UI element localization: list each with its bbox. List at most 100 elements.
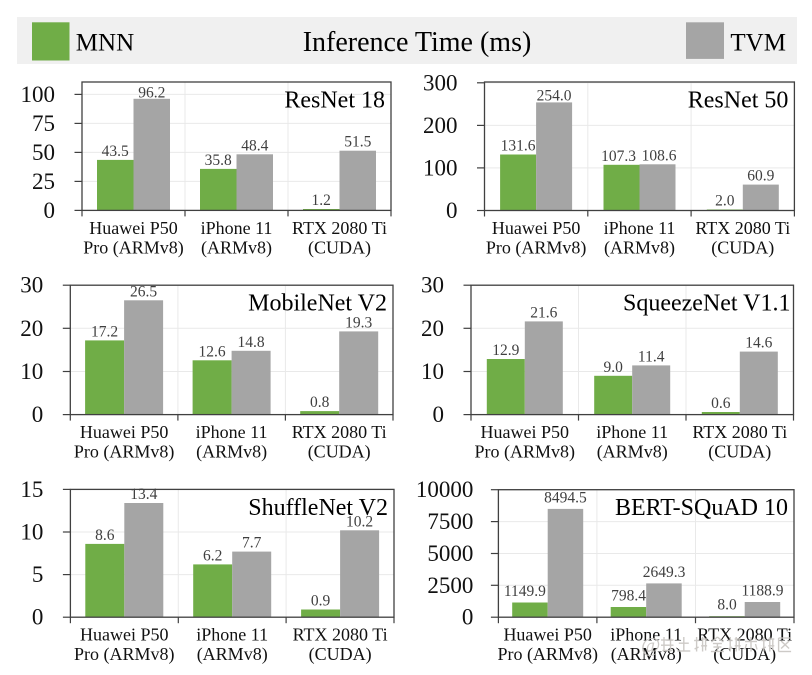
svg-text:ShuffleNet V2: ShuffleNet V2 — [248, 495, 388, 521]
svg-text:iPhone 11: iPhone 11 — [596, 422, 668, 442]
svg-text:798.4: 798.4 — [611, 588, 646, 605]
svg-text:0: 0 — [32, 402, 44, 427]
svg-text:7.7: 7.7 — [242, 535, 262, 552]
svg-text:254.0: 254.0 — [537, 88, 572, 105]
svg-text:Huawei P50: Huawei P50 — [492, 218, 581, 238]
svg-text:25: 25 — [32, 169, 55, 194]
svg-text:0: 0 — [433, 402, 445, 427]
svg-text:Pro (ARMv8): Pro (ARMv8) — [74, 442, 175, 463]
svg-text:(CUDA): (CUDA) — [713, 644, 776, 665]
svg-text:Huawei P50: Huawei P50 — [80, 625, 169, 645]
svg-text:8494.5: 8494.5 — [544, 489, 587, 506]
svg-text:10: 10 — [20, 520, 43, 545]
svg-text:35.8: 35.8 — [205, 152, 232, 169]
svg-text:43.5: 43.5 — [102, 143, 129, 160]
svg-text:8.0: 8.0 — [717, 597, 737, 614]
svg-text:15: 15 — [20, 477, 43, 502]
svg-text:Pro (ARMv8): Pro (ARMv8) — [74, 644, 175, 665]
svg-text:50: 50 — [32, 140, 55, 165]
svg-text:MobileNet V2: MobileNet V2 — [248, 291, 387, 317]
svg-text:11.4: 11.4 — [638, 348, 665, 365]
svg-text:Huawei P50: Huawei P50 — [481, 422, 570, 442]
svg-text:20: 20 — [20, 316, 43, 341]
svg-text:20: 20 — [421, 316, 444, 341]
svg-text:0.8: 0.8 — [310, 394, 330, 411]
svg-text:200: 200 — [423, 113, 458, 138]
svg-text:2500: 2500 — [427, 573, 473, 598]
svg-text:75: 75 — [32, 111, 55, 136]
svg-text:Huawei P50: Huawei P50 — [89, 218, 178, 238]
svg-text:TVM: TVM — [730, 30, 786, 57]
svg-text:12.9: 12.9 — [492, 342, 519, 359]
svg-text:BERT-SQuAD 10: BERT-SQuAD 10 — [615, 495, 788, 521]
svg-text:30: 30 — [421, 273, 444, 298]
svg-text:Pro (ARMv8): Pro (ARMv8) — [497, 644, 598, 665]
svg-text:51.5: 51.5 — [344, 134, 371, 151]
svg-text:14.8: 14.8 — [238, 334, 265, 351]
svg-text:iPhone 11: iPhone 11 — [196, 422, 268, 442]
svg-text:100: 100 — [21, 82, 56, 107]
svg-text:(CUDA): (CUDA) — [708, 442, 771, 463]
svg-text:1.2: 1.2 — [312, 192, 331, 209]
svg-text:7500: 7500 — [427, 509, 473, 534]
svg-text:9.0: 9.0 — [604, 359, 624, 376]
svg-text:0.6: 0.6 — [711, 395, 731, 412]
svg-text:26.5: 26.5 — [130, 283, 157, 300]
svg-text:30: 30 — [20, 273, 43, 298]
svg-text:ResNet 18: ResNet 18 — [284, 87, 385, 113]
svg-text:Huawei P50: Huawei P50 — [80, 422, 169, 442]
svg-text:300: 300 — [423, 70, 458, 95]
svg-text:17.2: 17.2 — [91, 323, 118, 340]
svg-text:Huawei P50: Huawei P50 — [503, 625, 592, 645]
svg-text:108.6: 108.6 — [642, 147, 677, 164]
svg-text:(ARMv8): (ARMv8) — [197, 644, 268, 665]
svg-text:Inference Time (ms): Inference Time (ms) — [303, 27, 532, 58]
svg-text:10.2: 10.2 — [346, 513, 373, 530]
svg-text:14.6: 14.6 — [745, 335, 772, 352]
svg-text:(ARMv8): (ARMv8) — [597, 442, 668, 463]
svg-text:SqueezeNet V1.1: SqueezeNet V1.1 — [623, 291, 791, 317]
svg-text:(ARMv8): (ARMv8) — [604, 238, 675, 259]
svg-text:6.2: 6.2 — [203, 547, 222, 564]
svg-text:10000: 10000 — [416, 477, 474, 502]
svg-text:0: 0 — [32, 605, 44, 630]
svg-text:Pro (ARMv8): Pro (ARMv8) — [83, 237, 184, 258]
svg-text:5000: 5000 — [427, 541, 473, 566]
svg-text:(CUDA): (CUDA) — [308, 442, 371, 463]
svg-text:Pro (ARMv8): Pro (ARMv8) — [486, 238, 587, 259]
svg-text:MNN: MNN — [76, 30, 134, 57]
svg-text:(ARMv8): (ARMv8) — [201, 237, 272, 258]
svg-text:Pro (ARMv8): Pro (ARMv8) — [475, 442, 576, 463]
svg-text:0: 0 — [44, 198, 56, 223]
svg-text:0: 0 — [446, 198, 458, 223]
svg-text:131.6: 131.6 — [501, 138, 536, 155]
svg-text:19.3: 19.3 — [345, 314, 372, 331]
svg-text:10: 10 — [20, 359, 43, 384]
svg-text:iPhone 11: iPhone 11 — [196, 625, 268, 645]
svg-text:8.6: 8.6 — [95, 527, 115, 544]
svg-text:@: @ — [641, 633, 660, 657]
svg-text:13.4: 13.4 — [130, 486, 157, 503]
svg-text:RTX 2080 Ti: RTX 2080 Ti — [292, 422, 387, 442]
svg-text:60.9: 60.9 — [747, 168, 774, 185]
svg-text:RTX 2080 Ti: RTX 2080 Ti — [695, 218, 790, 238]
svg-text:ResNet 50: ResNet 50 — [688, 87, 789, 113]
svg-text:100: 100 — [423, 155, 458, 180]
svg-text:RTX 2080 Ti: RTX 2080 Ti — [292, 218, 387, 238]
svg-text:2649.3: 2649.3 — [643, 564, 686, 581]
svg-text:107.3: 107.3 — [601, 148, 636, 165]
svg-text:RTX 2080 Ti: RTX 2080 Ti — [293, 625, 388, 645]
svg-text:(ARMv8): (ARMv8) — [196, 442, 267, 463]
svg-text:10: 10 — [421, 359, 444, 384]
svg-text:21.6: 21.6 — [530, 304, 557, 321]
svg-text:0: 0 — [462, 605, 474, 630]
svg-text:RTX 2080 Ti: RTX 2080 Ti — [692, 422, 787, 442]
svg-text:2.0: 2.0 — [715, 193, 735, 210]
svg-text:48.4: 48.4 — [241, 137, 268, 154]
svg-text:5: 5 — [32, 562, 44, 587]
svg-text:(CUDA): (CUDA) — [309, 644, 372, 665]
svg-text:iPhone 11: iPhone 11 — [201, 218, 273, 238]
svg-text:0.9: 0.9 — [311, 593, 331, 610]
svg-text:1188.9: 1188.9 — [741, 583, 783, 600]
svg-text:(CUDA): (CUDA) — [308, 237, 371, 258]
